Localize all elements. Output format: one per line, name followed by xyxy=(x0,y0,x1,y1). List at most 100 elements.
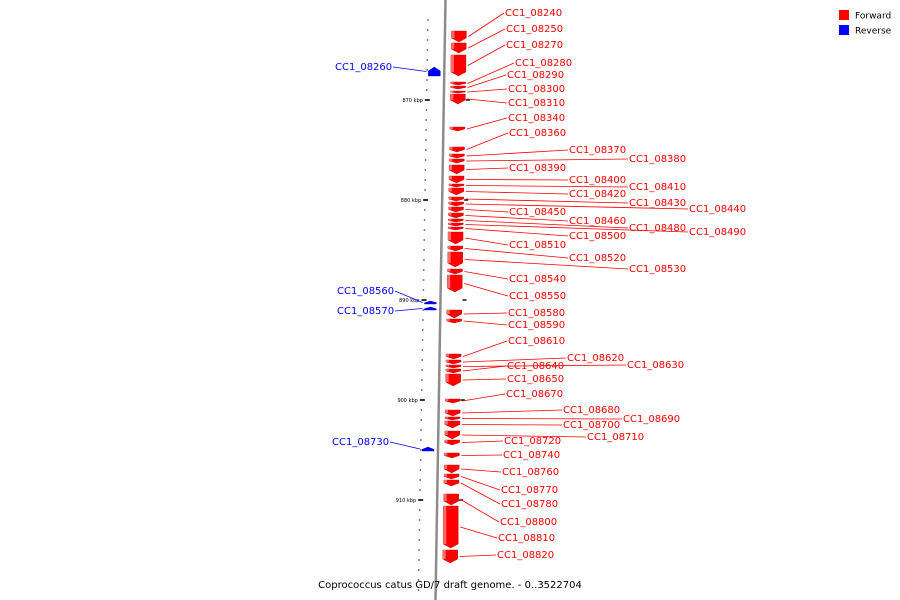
gene-label[interactable]: CC1_08720 xyxy=(504,436,561,447)
gene-cc1_08590[interactable] xyxy=(446,318,462,324)
gene-label[interactable]: CC1_08780 xyxy=(501,499,558,510)
gene-label[interactable]: CC1_08820 xyxy=(497,550,554,561)
gene-cc1_08450[interactable] xyxy=(448,206,464,213)
gene-cc1_08630[interactable] xyxy=(445,364,462,369)
gene-label[interactable]: CC1_08450 xyxy=(509,207,566,218)
gene-cc1_08300[interactable] xyxy=(450,90,466,94)
gene-label[interactable]: CC1_08610 xyxy=(508,336,565,347)
gene-cc1_08420[interactable] xyxy=(448,187,465,196)
gene-cc1_08390[interactable] xyxy=(448,164,465,175)
gene-cc1_08440[interactable] xyxy=(448,201,464,207)
gene-label[interactable]: CC1_08440 xyxy=(689,204,746,215)
gene-cc1_08570[interactable] xyxy=(424,306,437,311)
gene-label[interactable]: CC1_08410 xyxy=(629,182,686,193)
gene-cc1_08490[interactable] xyxy=(448,222,464,227)
gene-label[interactable]: CC1_08390 xyxy=(509,163,566,174)
gene-label[interactable]: CC1_08270 xyxy=(506,40,563,51)
gene-cc1_08430[interactable] xyxy=(448,196,464,202)
gene-cc1_08540[interactable] xyxy=(447,268,463,275)
gene-cc1_08740[interactable] xyxy=(444,452,460,459)
gene-label[interactable]: CC1_08280 xyxy=(515,58,572,69)
gene-label[interactable]: CC1_08570 xyxy=(337,306,394,317)
gene-cc1_08730[interactable] xyxy=(421,446,435,452)
gene-cc1_08580[interactable] xyxy=(446,309,462,319)
gene-cc1_08510[interactable] xyxy=(447,231,464,245)
gene-cc1_08280[interactable] xyxy=(450,81,466,86)
gene-label[interactable]: CC1_08560 xyxy=(337,286,394,297)
gene-label[interactable]: CC1_08460 xyxy=(569,216,626,227)
gene-cc1_08780[interactable] xyxy=(443,479,460,487)
gene-cc1_08610[interactable] xyxy=(445,353,462,360)
gene-label[interactable]: CC1_08730 xyxy=(332,437,389,448)
gene-cc1_08270[interactable] xyxy=(450,54,467,77)
gene-label[interactable]: CC1_08800 xyxy=(500,517,557,528)
gene-label[interactable]: CC1_08290 xyxy=(507,70,564,81)
gene-label[interactable]: CC1_08770 xyxy=(501,485,558,496)
gene-label[interactable]: CC1_08420 xyxy=(569,189,626,200)
gene-cc1_08810[interactable] xyxy=(443,505,459,549)
gene-label[interactable]: CC1_08260 xyxy=(335,62,392,73)
gene-label[interactable]: CC1_08690 xyxy=(623,414,680,425)
gene-cc1_08400[interactable] xyxy=(448,175,465,184)
gene-label[interactable]: CC1_08700 xyxy=(563,420,620,431)
reverse-gene-arrow[interactable] xyxy=(428,66,441,77)
gene-cc1_08690[interactable] xyxy=(444,416,461,421)
gene-label[interactable]: CC1_08540 xyxy=(509,274,566,285)
gene-cc1_08500[interactable] xyxy=(447,226,464,231)
gene-label[interactable]: CC1_08250 xyxy=(506,24,563,35)
gene-label[interactable]: CC1_08500 xyxy=(569,231,626,242)
gene-cc1_08250[interactable] xyxy=(451,42,467,54)
reverse-gene-arrow[interactable] xyxy=(424,300,437,305)
gene-cc1_08720[interactable] xyxy=(444,439,460,446)
gene-label[interactable]: CC1_08490 xyxy=(689,227,746,238)
gene-cc1_08670[interactable] xyxy=(445,398,461,404)
gene-label[interactable]: CC1_08430 xyxy=(629,198,686,209)
gene-cc1_08710[interactable] xyxy=(444,430,460,440)
gene-label[interactable]: CC1_08510 xyxy=(509,240,566,251)
gene-label[interactable]: CC1_08300 xyxy=(508,84,565,95)
gene-cc1_08640[interactable] xyxy=(445,368,462,374)
gene-cc1_08480[interactable] xyxy=(448,218,464,223)
gene-cc1_08820[interactable] xyxy=(442,549,458,564)
gene-cc1_08650[interactable] xyxy=(445,373,461,387)
gene-label[interactable]: CC1_08810 xyxy=(498,533,555,544)
gene-label[interactable]: CC1_08480 xyxy=(629,223,686,234)
gene-label[interactable]: CC1_08590 xyxy=(508,320,565,331)
gene-label[interactable]: CC1_08380 xyxy=(629,154,686,165)
gene-label[interactable]: CC1_08340 xyxy=(508,113,565,124)
reverse-gene-arrow[interactable] xyxy=(424,306,437,311)
gene-cc1_08340[interactable] xyxy=(449,126,466,132)
gene-cc1_08410[interactable] xyxy=(448,183,465,188)
gene-cc1_08800[interactable] xyxy=(443,493,459,506)
reverse-gene-arrow[interactable] xyxy=(421,446,435,452)
gene-label[interactable]: CC1_08310 xyxy=(508,98,565,109)
gene-label[interactable]: CC1_08580 xyxy=(508,308,565,319)
gene-label[interactable]: CC1_08670 xyxy=(506,389,563,400)
gene-label[interactable]: CC1_08550 xyxy=(509,291,566,302)
gene-label[interactable]: CC1_08530 xyxy=(629,264,686,275)
gene-cc1_08260[interactable] xyxy=(428,66,441,77)
gene-cc1_08770[interactable] xyxy=(443,473,460,480)
gene-cc1_08620[interactable] xyxy=(445,359,462,365)
gene-label[interactable]: CC1_08360 xyxy=(509,128,566,139)
gene-label[interactable]: CC1_08740 xyxy=(503,450,560,461)
gene-cc1_08560[interactable] xyxy=(424,300,437,305)
gene-cc1_08760[interactable] xyxy=(443,464,460,474)
gene-cc1_08380[interactable] xyxy=(449,158,465,164)
gene-cc1_08680[interactable] xyxy=(444,409,461,417)
gene-cc1_08520[interactable] xyxy=(447,245,464,252)
gene-cc1_08370[interactable] xyxy=(449,153,465,159)
gene-cc1_08550[interactable] xyxy=(447,274,463,293)
gene-label[interactable]: CC1_08710 xyxy=(587,432,644,443)
gene-label[interactable]: CC1_08400 xyxy=(569,175,626,186)
gene-cc1_08530[interactable] xyxy=(447,251,463,268)
gene-cc1_08240[interactable] xyxy=(451,30,467,43)
gene-label[interactable]: CC1_08630 xyxy=(627,360,684,371)
gene-label[interactable]: CC1_08640 xyxy=(507,361,564,372)
gene-label[interactable]: CC1_08760 xyxy=(502,467,559,478)
gene-label[interactable]: CC1_08370 xyxy=(569,145,626,156)
gene-cc1_08290[interactable] xyxy=(450,85,466,90)
gene-label[interactable]: CC1_08650 xyxy=(507,374,564,385)
gene-label[interactable]: CC1_08240 xyxy=(505,8,562,19)
gene-cc1_08310[interactable] xyxy=(450,93,466,105)
